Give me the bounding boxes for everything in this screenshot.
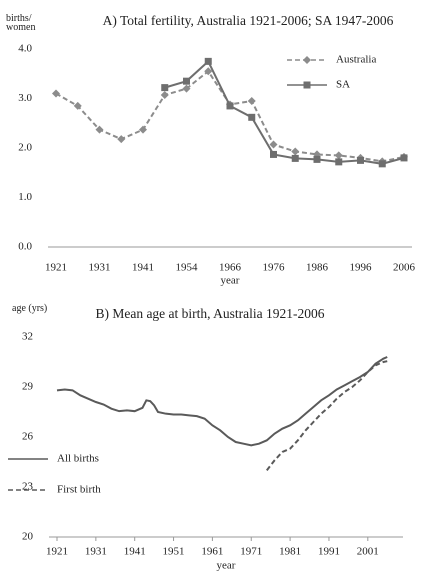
marker: [335, 158, 343, 166]
series-line: [56, 356, 388, 447]
x-tick-label: 1921: [46, 546, 68, 558]
marker: [160, 91, 169, 100]
y-axis-label: age (yrs): [12, 303, 48, 314]
series-line: [266, 360, 388, 471]
chart-title: B) Mean age at birth, Australia 1921-200…: [95, 306, 324, 321]
chart-title: A) Total fertility, Australia 1921-2006;…: [103, 13, 394, 28]
x-tick-label: 1996: [350, 262, 373, 274]
y-axis-label: births/ women: [6, 13, 36, 33]
marker: [247, 96, 256, 105]
chart-panel: B) Mean age at birth, Australia 1921-200…: [8, 306, 403, 572]
marker: [183, 77, 190, 85]
x-tick-label: 1981: [279, 546, 301, 558]
marker: [400, 154, 408, 162]
x-tick-label: 1976: [263, 262, 286, 274]
x-tick-label: 1921: [45, 262, 67, 274]
marker: [204, 67, 213, 76]
marker: [139, 125, 147, 134]
marker: [73, 101, 82, 110]
legend-marker: [303, 56, 311, 64]
x-axis-label: year: [221, 275, 240, 287]
x-tick-label: 2006: [393, 262, 416, 274]
marker: [291, 147, 300, 156]
legend-label: SA: [336, 79, 350, 91]
x-tick-label: 1986: [306, 262, 329, 274]
series-line: [55, 69, 405, 163]
marker: [117, 135, 126, 144]
x-tick-label: 1966: [219, 262, 242, 274]
legend-label: Australia: [336, 54, 376, 66]
marker: [161, 84, 169, 92]
marker: [378, 160, 386, 168]
legend-marker: [303, 81, 311, 89]
legend-label: First birth: [57, 484, 101, 496]
x-tick-label: 1971: [240, 546, 262, 558]
y-tick-label: 26: [22, 431, 34, 443]
marker: [248, 113, 256, 121]
marker: [95, 125, 104, 134]
series-line: [164, 59, 405, 165]
x-tick-label: 1961: [201, 546, 223, 558]
marker: [52, 89, 60, 98]
x-tick-label: 1941: [124, 546, 146, 558]
y-tick-label: 29: [22, 381, 34, 393]
x-tick-label: 1954: [176, 262, 199, 274]
y-tick-label: 4.0: [18, 43, 32, 55]
x-tick-label: 1931: [85, 546, 107, 558]
y-tick-label: 20: [22, 531, 34, 543]
y-tick-label: 1.0: [18, 191, 32, 203]
y-tick-label: 0.0: [18, 241, 32, 253]
marker: [270, 150, 277, 158]
x-tick-label: 1951: [163, 546, 185, 558]
x-tick-label: 1931: [89, 262, 111, 274]
y-tick-label: 32: [22, 331, 33, 343]
marker: [313, 155, 321, 163]
marker: [182, 84, 191, 93]
marker: [291, 154, 299, 162]
marker: [204, 57, 212, 65]
y-tick-label: 23: [22, 481, 34, 493]
marker: [357, 156, 364, 164]
x-tick-label: 2001: [357, 546, 379, 558]
y-tick-label: 2.0: [18, 142, 32, 154]
marker: [269, 140, 278, 149]
x-axis-label: year: [217, 560, 236, 572]
legend-label: All births: [57, 453, 99, 465]
x-tick-label: 1941: [132, 262, 154, 274]
marker: [226, 102, 234, 110]
marker: [334, 151, 343, 160]
chart-panel: A) Total fertility, Australia 1921-2006;…: [18, 13, 416, 287]
x-tick-label: 1991: [318, 546, 340, 558]
y-tick-label: 3.0: [18, 92, 32, 104]
